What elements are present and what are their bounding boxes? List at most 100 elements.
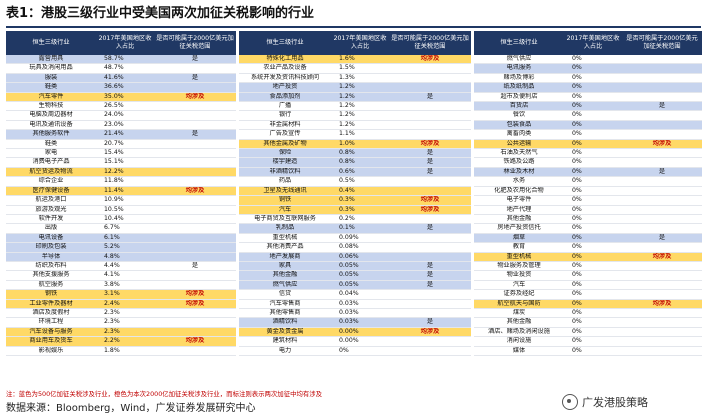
tariff-flag-cell [622,205,702,215]
tariff-flag-cell [622,129,702,140]
tariff-flag-cell [154,195,236,206]
industry-name-cell: 软件开发 [6,214,96,225]
table-row: 建筑材料 0.00% [239,336,471,347]
tariff-flag-cell [154,101,236,112]
tariff-flag-cell [622,82,702,93]
us-share-cell: 10.5% [96,205,154,215]
industry-name-cell: 航空航天与国防 [474,299,564,309]
us-share-cell: 0.05% [331,280,389,291]
industry-name-cell: 黄金及贵金属 [239,327,331,338]
table-row: 餐饮 0% [474,110,702,121]
table-row: 环境工程 2.3% [6,317,236,328]
industry-name-cell: 化肥及农用化合物 [474,186,564,197]
industry-name-cell: 航空服务 [6,280,96,291]
table-row: 汽车零售商 0.03% [239,299,471,309]
table-row: 电力 0% [239,346,471,357]
industry-name-cell: 商业用车及货车 [6,336,96,347]
industry-name-cell: 信贷 [239,289,331,300]
tariff-flag-cell: 是 [389,280,471,291]
tariff-flag-cell [622,186,702,197]
table-row: 电子零件 0% [474,195,702,206]
industry-name-cell: 酒店及度假村 [6,308,96,319]
table-row: 酒精饮料 0.03% 是 [239,317,471,328]
table-row: 工业零件及器材 2.4% 均涉及 [6,299,236,309]
industry-name-cell: 鞋类 [6,82,96,93]
table-row: 教育 0% [474,242,702,253]
industry-name-cell: 服装 [6,73,96,84]
industry-name-cell: 银行 [239,110,331,121]
tariff-flag-cell [622,327,702,338]
us-share-cell: 26.5% [96,101,154,112]
tariff-flag-cell [154,120,236,131]
wechat-icon [562,394,578,410]
us-share-cell: 1.2% [331,120,389,131]
us-share-cell: 0% [564,289,622,300]
us-share-cell: 0% [564,223,622,234]
tariff-flag-cell [389,186,471,197]
table-row: 其他金融 0% [474,317,702,328]
industry-name-cell: 印刷及包装 [6,242,96,253]
tariff-flag-cell [622,55,702,65]
data-source: 数据来源：Bloomberg，Wind，广发证券发展研究中心 [6,403,256,414]
tariff-flag-cell [622,289,702,300]
table-row: 生物科技 26.5% [6,101,236,112]
header-row: 恒生三级行业 2017年美国地区收入占比 是否可能属于2000亿美元加征关税范围 [474,31,702,55]
industry-name-cell: 玩具及消闲用品 [6,63,96,74]
table-row: 鞋类 20.7% [6,139,236,150]
tariff-flag-cell: 均涉及 [389,55,471,65]
industry-name-cell: 水务 [474,176,564,187]
table-row: 重型机械 0% 均涉及 [474,252,702,262]
industry-name-cell: 铁路及公路 [474,157,564,168]
tariff-flag-cell: 均涉及 [154,336,236,347]
us-share-cell: 1.5% [331,63,389,74]
table-row: 消费电子产品 15.1% [6,157,236,168]
table-row: 玩具及消闲用品 48.7% [6,63,236,74]
table-row: 航空服务 3.8% [6,280,236,291]
industry-name-cell: 汽车零售商 [239,299,331,309]
tariff-flag-cell [622,270,702,281]
table-row: 家电 15.4% [6,148,236,159]
tariff-flag-cell [622,195,702,206]
industry-name-cell: 电子零件 [474,195,564,206]
tariff-flag-cell [154,110,236,121]
tariff-flag-cell: 是 [389,157,471,168]
us-share-cell: 0% [564,308,622,319]
table-row: 航空航天与国防 0% 均涉及 [474,299,702,309]
table-row: 医疗保健设备 11.4% 均涉及 [6,186,236,197]
us-share-cell: 24.0% [96,110,154,121]
header-row: 恒生三级行业 2017年美国地区收入占比 是否可能属于2000亿美元加征关税范围 [6,31,236,55]
us-share-cell: 0% [564,327,622,338]
table-row: 银行 1.2% [239,110,471,121]
tariff-flag-cell [389,73,471,84]
us-share-cell: 0% [564,252,622,262]
tariff-flag-cell: 是 [389,148,471,159]
tariff-flag-cell [622,280,702,291]
tariff-flag-cell [389,176,471,187]
industry-name-cell: 包装食品 [474,120,564,131]
us-share-cell: 0.04% [331,289,389,300]
tariff-flag-cell: 均涉及 [389,195,471,206]
tariff-flag-cell: 均涉及 [389,327,471,338]
us-share-cell: 15.4% [96,148,154,159]
us-share-cell: 0% [564,280,622,291]
tariff-flag-cell [389,233,471,244]
table-row: 汽车设备与服务 2.3% [6,327,236,338]
industry-name-cell: 超市及便利店 [474,92,564,103]
table-row: 服装 41.6% 是 [6,73,236,84]
tariff-flag-cell [622,261,702,272]
industry-name-cell: 电讯及通讯设备 [6,120,96,131]
tariff-flag-cell [622,148,702,159]
tables-container: 恒生三级行业 2017年美国地区收入占比 是否可能属于2000亿美元加征关税范围… [6,31,702,357]
industry-name-cell: 钢铁 [6,289,96,300]
table-row: 软件开发 10.4% [6,214,236,225]
industry-name-cell: 鞋类 [6,139,96,150]
industry-name-cell: 综合企业 [6,176,96,187]
us-share-cell: 41.6% [96,73,154,84]
industry-name-cell: 消费电子产品 [6,157,96,168]
us-share-cell: 0% [564,346,622,357]
table-row: 非酒精饮料 0.6% 是 [239,167,471,178]
tariff-flag-cell [389,252,471,262]
industry-name-cell: 纸及纸制品 [474,82,564,93]
industry-name-cell: 教育 [474,242,564,253]
table-row: 影视娱乐 1.8% [6,346,236,357]
